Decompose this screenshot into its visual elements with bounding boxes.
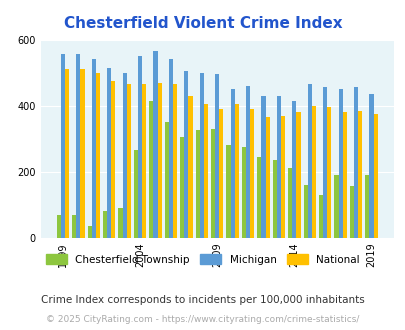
Bar [349, 186, 353, 238]
Legend: Chesterfield Township, Michigan, National: Chesterfield Township, Michigan, Nationa… [42, 250, 363, 269]
Bar [261, 96, 265, 238]
Bar [61, 54, 65, 238]
Bar [326, 107, 330, 238]
Bar [199, 73, 203, 238]
Text: Crime Index corresponds to incidents per 100,000 inhabitants: Crime Index corresponds to incidents per… [41, 295, 364, 305]
Text: Chesterfield Violent Crime Index: Chesterfield Violent Crime Index [64, 16, 341, 31]
Bar [226, 145, 230, 238]
Bar [292, 101, 296, 238]
Bar [249, 109, 254, 238]
Bar [138, 56, 142, 238]
Bar [76, 54, 80, 238]
Bar [180, 137, 184, 238]
Bar [353, 87, 357, 238]
Bar [338, 89, 342, 238]
Bar [118, 208, 122, 238]
Bar [215, 74, 219, 238]
Bar [142, 84, 146, 238]
Bar [265, 117, 269, 238]
Bar [126, 84, 130, 238]
Bar [149, 101, 153, 238]
Bar [318, 195, 322, 238]
Bar [219, 109, 223, 238]
Bar [184, 71, 188, 238]
Bar [188, 96, 192, 238]
Bar [153, 51, 157, 238]
Bar [245, 86, 249, 238]
Bar [241, 147, 245, 238]
Bar [211, 129, 215, 238]
Bar [257, 157, 261, 238]
Bar [72, 214, 76, 238]
Bar [272, 160, 276, 238]
Bar [311, 106, 315, 238]
Bar [173, 84, 177, 238]
Bar [322, 87, 326, 238]
Bar [92, 59, 96, 238]
Bar [157, 82, 161, 238]
Bar [373, 114, 377, 238]
Bar [280, 115, 284, 238]
Bar [111, 81, 115, 238]
Bar [134, 150, 138, 238]
Bar [195, 130, 199, 238]
Bar [307, 84, 311, 238]
Bar [168, 59, 173, 238]
Bar [276, 96, 280, 238]
Bar [288, 168, 292, 238]
Bar [234, 104, 238, 238]
Bar [164, 122, 168, 238]
Bar [65, 69, 69, 238]
Bar [369, 94, 373, 238]
Bar [303, 185, 307, 238]
Bar [342, 112, 346, 238]
Bar [57, 214, 61, 238]
Bar [203, 104, 207, 238]
Bar [103, 211, 107, 238]
Bar [230, 89, 234, 238]
Bar [364, 175, 369, 238]
Bar [87, 226, 92, 238]
Bar [122, 73, 126, 238]
Text: © 2025 CityRating.com - https://www.cityrating.com/crime-statistics/: © 2025 CityRating.com - https://www.city… [46, 315, 359, 324]
Bar [107, 68, 111, 238]
Bar [357, 111, 361, 238]
Bar [96, 73, 100, 238]
Bar [334, 175, 338, 238]
Bar [296, 112, 300, 238]
Bar [80, 69, 84, 238]
